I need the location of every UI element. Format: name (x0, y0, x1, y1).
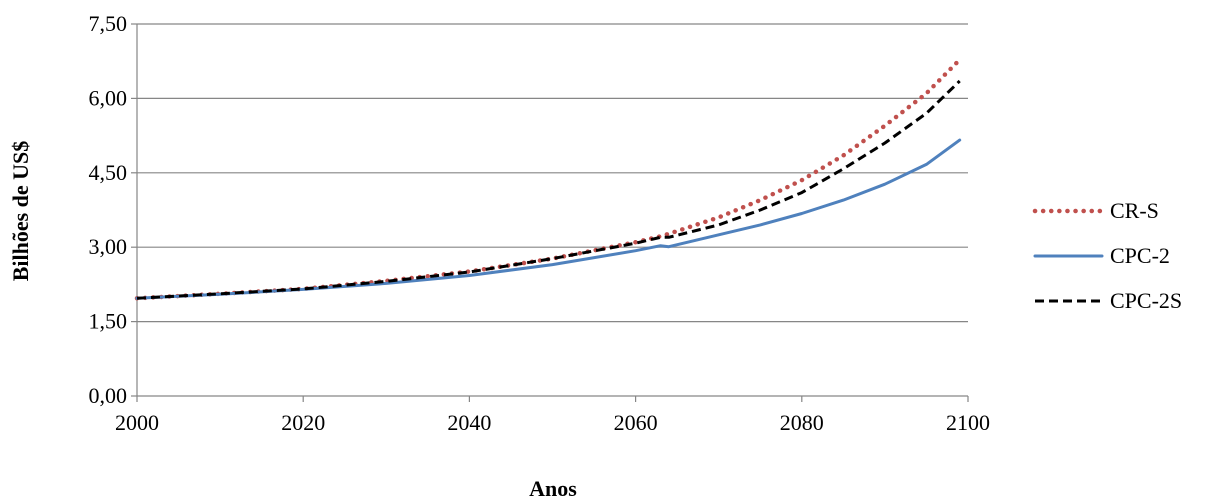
legend-label-cpc-2s: CPC-2S (1110, 288, 1182, 313)
gridlines (137, 23, 968, 323)
series-line-cr-s (134, 57, 962, 301)
legend-label-cpc-2: CPC-2 (1110, 243, 1170, 268)
y-tick-label: 7,50 (89, 11, 128, 36)
y-tick-label: 4,50 (89, 160, 128, 185)
legend-label-cr-s: CR-S (1110, 198, 1159, 223)
series-line-cpc-2 (135, 138, 962, 300)
x-tick-label: 2040 (447, 410, 491, 435)
y-tick-label: 6,00 (89, 85, 128, 110)
series-line-cpc-2s (136, 79, 961, 300)
x-tick-label: 2000 (115, 410, 159, 435)
x-tick-label: 2060 (614, 410, 658, 435)
axes (131, 23, 969, 402)
x-axis-title: Anos (529, 476, 577, 501)
y-tick-label: 1,50 (89, 309, 128, 334)
x-tick-label: 2020 (281, 410, 325, 435)
x-tick-label: 2080 (780, 410, 824, 435)
y-tick-label: 0,00 (89, 383, 128, 408)
y-axis-title: Bilhões de US$ (8, 141, 33, 282)
x-tick-label: 2100 (946, 410, 990, 435)
tick-labels: 0,00 1,50 3,00 4,50 6,00 7,50 2000 2020 2040 2060… (89, 11, 991, 435)
series-lines (134, 57, 962, 301)
legend: CR-S CPC-2 CPC-2S (1032, 198, 1182, 313)
y-tick-label: 3,00 (89, 234, 128, 259)
